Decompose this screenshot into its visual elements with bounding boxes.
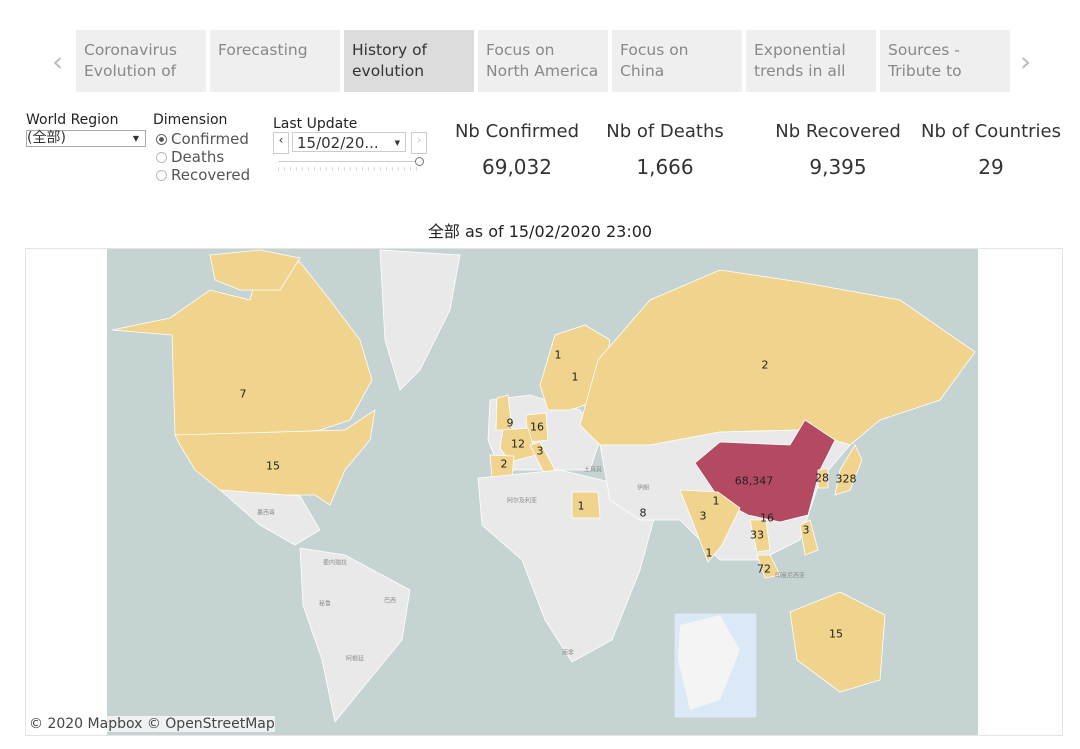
world-region-select[interactable]: (全部) ▼: [26, 130, 146, 147]
tab-4[interactable]: Focus on China: [612, 30, 742, 92]
map-tile-label: 委内瑞拉: [322, 559, 348, 567]
map-tile-label: 阿尔及利亚: [506, 497, 538, 505]
country-value-label: 3: [699, 509, 707, 523]
country-value-label: 2: [761, 358, 769, 372]
next-date-button[interactable]: ›: [411, 132, 427, 154]
country-value-label: 2: [500, 457, 508, 471]
country-value-label: 1: [571, 370, 579, 384]
country-value-label: 3: [802, 523, 810, 537]
country-value-label: 15: [266, 459, 280, 473]
date-slider-handle[interactable]: [415, 157, 424, 166]
kpi-label: Nb of Countries: [921, 121, 1061, 142]
map-tile-label: 秘鲁: [318, 600, 332, 608]
country-value-label: 328: [835, 472, 857, 486]
tabs-next-button[interactable]: ›: [1020, 45, 1032, 78]
country-value-label: 72: [757, 562, 771, 576]
usa[interactable]: [174, 409, 376, 506]
india[interactable]: [679, 489, 741, 563]
greenland: [379, 249, 461, 391]
date-slider-ticks: [278, 167, 418, 171]
map-tile-label: 阿根廷: [345, 655, 365, 663]
country-value-label: 1: [705, 546, 713, 560]
dimension-radio-recovered[interactable]: Recovered: [156, 166, 250, 184]
kpi-value: 9,395: [809, 155, 867, 179]
south-america: [299, 547, 411, 723]
country-value-label: 28: [815, 471, 829, 485]
map-tile-label: 土耳其: [583, 466, 603, 474]
country-value-label: 68,347: [734, 474, 774, 488]
country-value-label: 1: [577, 499, 585, 513]
country-value-label: 16: [530, 420, 544, 434]
kpi-label: Nb of Deaths: [606, 121, 724, 142]
dimension-label: Dimension: [153, 112, 228, 128]
inset-land: [678, 615, 740, 710]
country-value-label: 15: [829, 627, 843, 641]
prev-date-button[interactable]: ‹: [273, 132, 289, 154]
dimension-radio-group: Confirmed Deaths Recovered: [156, 130, 250, 184]
country-value-label: 9: [506, 416, 514, 430]
japan[interactable]: [834, 444, 863, 496]
country-value-label: 12: [511, 437, 525, 451]
tab-2[interactable]: History of evolution: [344, 30, 474, 92]
thailand[interactable]: [749, 519, 771, 553]
kpi-value: 69,032: [482, 155, 552, 179]
tab-6[interactable]: Sources - Tribute to: [880, 30, 1010, 92]
kpi-value: 1,666: [636, 155, 694, 179]
map-tile-label: 印度尼西亚: [774, 572, 806, 580]
map-tile-label: 巴西: [383, 597, 397, 605]
map-frame[interactable]: [25, 248, 1063, 736]
map-tile-label: 南非: [561, 649, 575, 657]
malaysia[interactable]: [756, 554, 781, 579]
map-tile-label: 墨西哥: [256, 509, 276, 517]
chevron-down-icon: ▼: [132, 134, 139, 143]
tab-3[interactable]: Focus on North America: [478, 30, 608, 92]
africa: [477, 469, 656, 663]
tab-1[interactable]: Forecasting: [210, 30, 340, 92]
kpi-label: Nb Recovered: [775, 121, 901, 142]
date-slider-track[interactable]: [278, 161, 418, 162]
korea[interactable]: [817, 467, 829, 489]
country-value-label: 1: [712, 494, 720, 508]
country-value-label: 1: [554, 348, 562, 362]
chevron-down-icon: ▼: [394, 139, 400, 147]
tab-0[interactable]: Coronavirus Evolution of: [76, 30, 206, 92]
map-tile-label: 伊朗: [636, 484, 650, 492]
philippines[interactable]: [799, 519, 819, 556]
mexico: [218, 489, 321, 546]
canadian-arctic: [209, 249, 301, 291]
map-title: 全部 as of 15/02/2020 23:00: [427, 222, 653, 241]
italy[interactable]: [529, 441, 556, 476]
kpi-label: Nb Confirmed: [454, 121, 580, 142]
dimension-radio-confirmed[interactable]: Confirmed: [156, 130, 250, 148]
last-update-select[interactable]: 15/02/20... ▼: [292, 132, 406, 152]
radio-icon: [156, 134, 167, 145]
radio-icon: [156, 170, 167, 181]
dimension-radio-deaths[interactable]: Deaths: [156, 148, 250, 166]
country-value-label: 3: [536, 444, 544, 458]
country-value-label: 7: [239, 387, 247, 401]
egypt[interactable]: [571, 491, 601, 519]
australia[interactable]: [789, 591, 886, 693]
kpi-value: 29: [978, 155, 1004, 179]
country-value-label: 16: [760, 511, 774, 525]
tab-5[interactable]: Exponential trends in all: [746, 30, 876, 92]
map-attribution: © 2020 Mapbox © OpenStreetMap: [29, 716, 275, 732]
world-region-label: World Region: [26, 112, 119, 128]
radio-icon: [156, 152, 167, 163]
france[interactable]: [499, 427, 537, 463]
tabs-prev-button[interactable]: ‹: [52, 45, 64, 78]
country-value-label: 8: [639, 506, 647, 520]
last-update-label: Last Update: [273, 116, 358, 132]
country-value-label: 33: [750, 528, 764, 542]
